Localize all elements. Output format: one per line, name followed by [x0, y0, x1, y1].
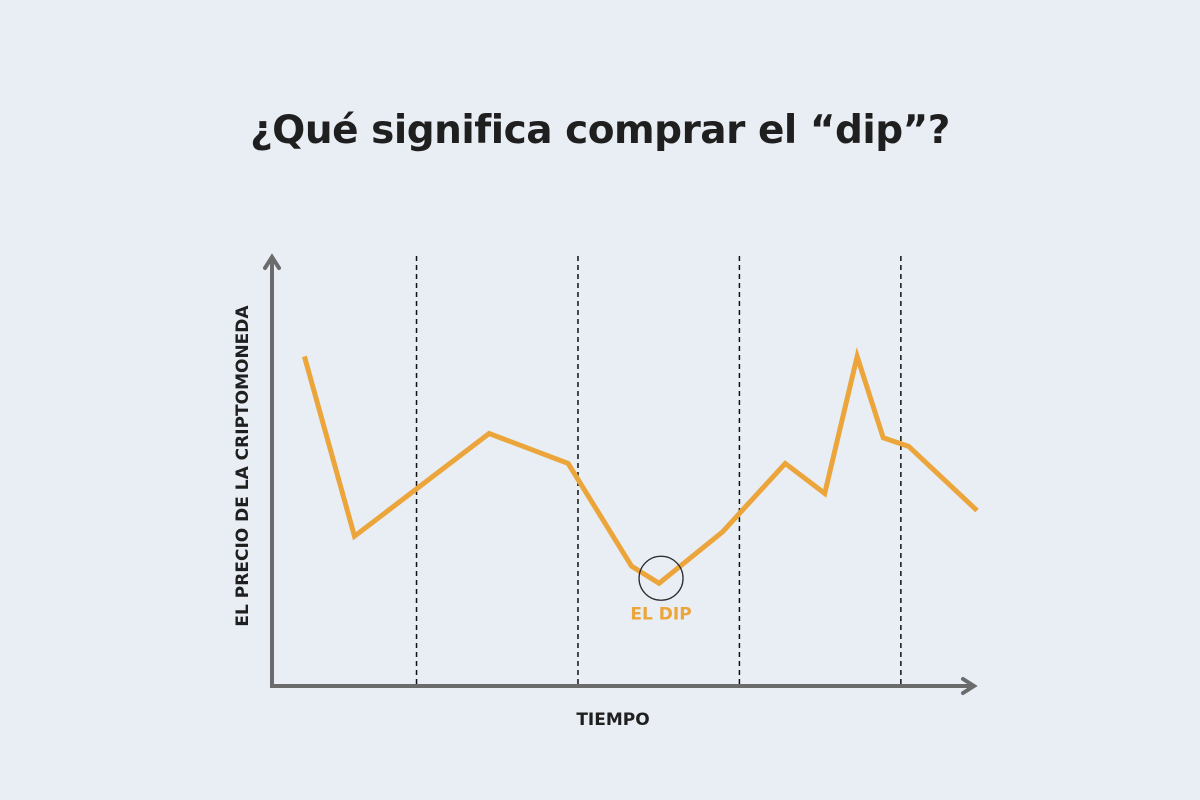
dip-marker-circle — [638, 555, 684, 601]
y-axis-label: EL PRECIO DE LA CRIPTOMONEDA — [233, 305, 253, 627]
x-axis-arrow — [961, 677, 978, 695]
chart-title: ¿Qué significa comprar el “dip”? — [250, 108, 950, 153]
dip-annotation: EL DIP — [630, 604, 691, 624]
x-axis-label: TIEMPO — [576, 710, 649, 730]
y-axis-arrow — [263, 253, 281, 270]
price-line — [302, 347, 979, 587]
